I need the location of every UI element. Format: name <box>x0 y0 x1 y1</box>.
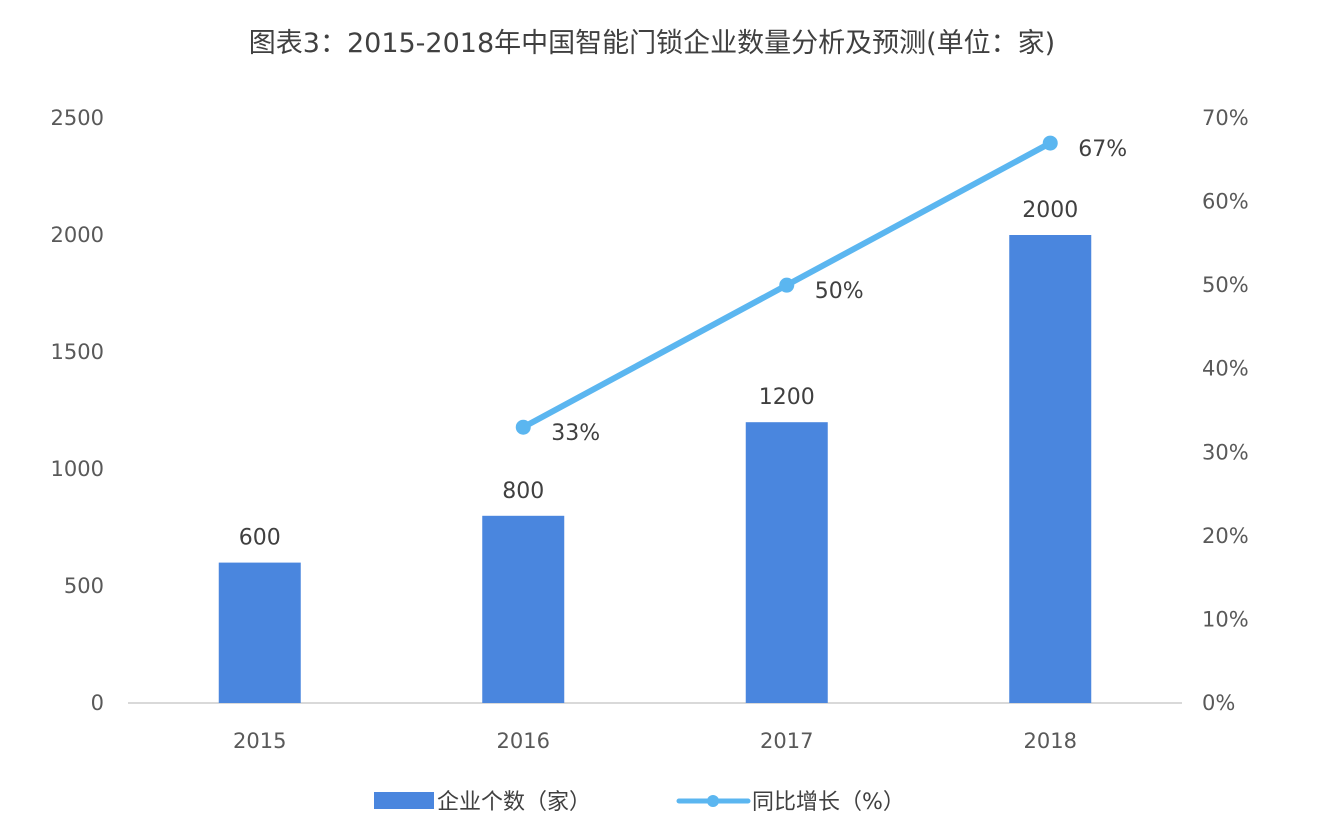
right-axis-tick-label: 40% <box>1202 357 1249 381</box>
bar-data-label: 600 <box>239 526 281 551</box>
line-point <box>779 277 795 293</box>
left-axis-tick-label: 0 <box>91 691 104 715</box>
right-axis-tick-label: 60% <box>1202 190 1249 214</box>
right-axis-tick-label: 0% <box>1202 691 1235 715</box>
chart-title: 图表3：2015-2018年中国智能门锁企业数量分析及预测(单位：家) <box>249 28 1055 59</box>
bar-data-labels: 600 800 1200 2000 <box>239 198 1079 551</box>
bar <box>745 422 828 703</box>
right-axis-ticks: 0% 10% 20% 30% 40% 50% 60% 70% <box>1202 106 1249 715</box>
line-data-label: 50% <box>815 279 864 304</box>
left-axis-tick-label: 500 <box>64 574 104 598</box>
x-axis-tick-label: 2016 <box>497 729 550 753</box>
legend-line-label: 同比增长（%） <box>752 790 905 815</box>
right-axis-tick-label: 70% <box>1202 106 1249 130</box>
line-series <box>515 135 1058 435</box>
legend-line-marker <box>707 795 719 807</box>
right-axis-tick-label: 10% <box>1202 607 1249 631</box>
line-point <box>1042 135 1058 151</box>
x-axis-tick-label: 2017 <box>760 729 813 753</box>
right-axis-tick-label: 20% <box>1202 524 1249 548</box>
x-axis-ticks: 2015 2016 2017 2018 <box>233 729 1077 753</box>
left-axis-tick-label: 1000 <box>51 457 104 481</box>
left-axis-tick-label: 1500 <box>51 340 104 364</box>
bar <box>218 562 301 703</box>
line-point <box>515 419 531 435</box>
x-axis-tick-label: 2015 <box>233 729 286 753</box>
legend-bar-label: 企业个数（家） <box>437 790 591 815</box>
left-axis-ticks: 0 500 1000 1500 2000 2500 <box>51 106 104 715</box>
bar-data-label: 2000 <box>1022 198 1078 223</box>
left-axis-tick-label: 2500 <box>51 106 104 130</box>
line-data-label: 33% <box>551 421 600 446</box>
line-data-label: 67% <box>1078 137 1127 162</box>
line-data-labels: 33% 50% 67% <box>551 137 1127 446</box>
bar-data-label: 1200 <box>759 385 815 410</box>
bar-data-label: 800 <box>502 479 544 504</box>
left-axis-tick-label: 2000 <box>51 223 104 247</box>
bar <box>1009 235 1092 703</box>
bar-series <box>218 235 1092 703</box>
chart-legend: 企业个数（家） 同比增长（%） <box>374 790 905 815</box>
bar <box>482 515 565 703</box>
legend-bar-swatch <box>374 792 434 809</box>
right-axis-tick-label: 50% <box>1202 273 1249 297</box>
right-axis-tick-label: 30% <box>1202 440 1249 464</box>
x-axis-tick-label: 2018 <box>1024 729 1077 753</box>
